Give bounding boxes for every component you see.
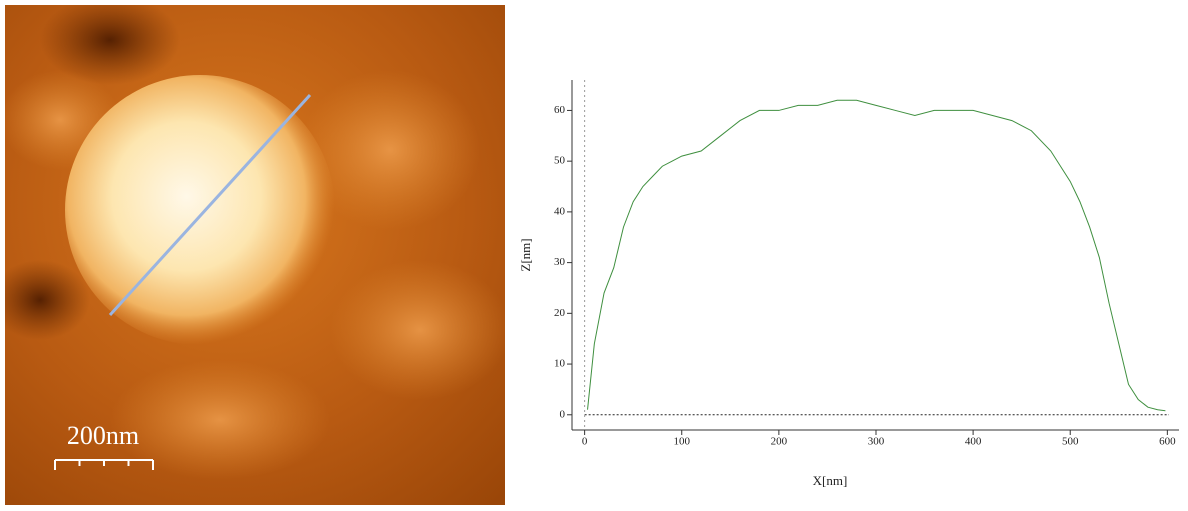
x-tick-label: 300 (868, 436, 885, 448)
afm-image (5, 5, 505, 505)
x-tick-label: 500 (1062, 436, 1079, 448)
x-tick-label: 100 (673, 436, 690, 448)
x-tick-label: 200 (771, 436, 788, 448)
y-tick-label: 0 (560, 408, 566, 420)
y-tick-label: 20 (554, 307, 566, 319)
x-tick-label: 0 (582, 436, 588, 448)
scale-label: 200nm (67, 421, 139, 450)
x-tick-label: 600 (1159, 436, 1176, 448)
y-tick-label: 40 (554, 205, 566, 217)
x-tick-label: 400 (965, 436, 982, 448)
y-tick-label: 10 (554, 358, 566, 370)
y-tick-label: 50 (554, 155, 566, 167)
scale-bar (54, 459, 154, 470)
x-axis-label: X[nm] (813, 473, 848, 488)
profile-curve (587, 99, 1166, 412)
profile-line (108, 93, 312, 317)
y-tick-label: 60 (554, 104, 566, 116)
y-tick-label: 30 (554, 256, 566, 268)
y-axis-label: Z[nm] (518, 238, 533, 271)
